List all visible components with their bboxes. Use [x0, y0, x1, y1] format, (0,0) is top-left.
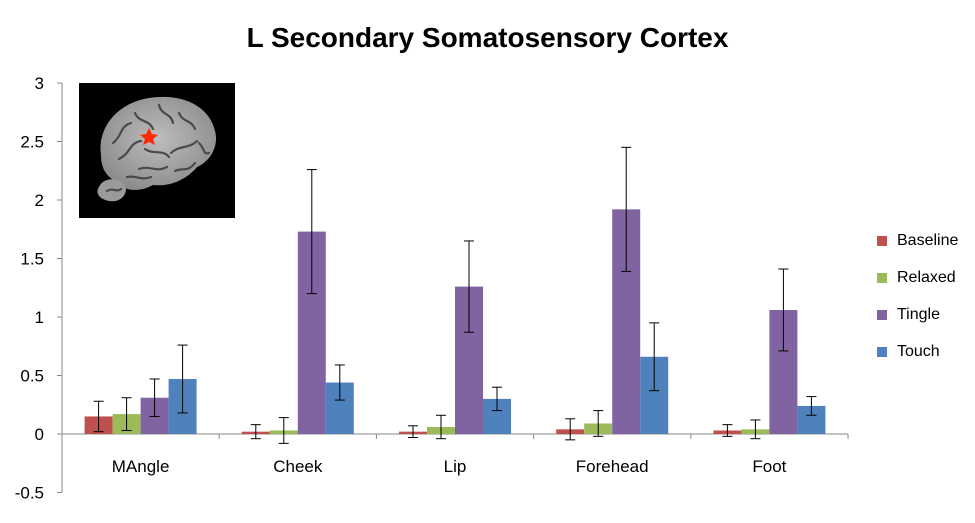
legend-swatch [877, 346, 887, 357]
error-bar-tingle-forehead [621, 146, 632, 272]
y-tick-label: 0.5 [20, 367, 44, 386]
error-bar-relaxed-foot [750, 419, 761, 440]
chart-legend: Baseline Relaxed Tingle Touch [877, 222, 958, 370]
activation-marker-icon [140, 128, 158, 145]
brain-mri-icon [97, 96, 217, 202]
error-bar-relaxed-lip [436, 414, 446, 440]
legend-swatch [877, 272, 887, 283]
y-tick-label: 1.5 [20, 250, 44, 269]
error-bar-baseline-lip [408, 425, 418, 439]
brain-inset-image [79, 83, 235, 218]
error-bar-tingle-mangle [149, 378, 160, 417]
error-bar-relaxed-forehead [593, 410, 604, 437]
error-bar-baseline-foot [722, 424, 733, 437]
error-bar-touch-lip [492, 386, 502, 412]
error-bar-baseline-cheek [250, 424, 261, 440]
x-tick-label: Forehead [576, 457, 649, 476]
error-bar-touch-cheek [334, 364, 345, 401]
y-tick-label: 3 [35, 74, 44, 93]
legend-item-relaxed: Relaxed [877, 259, 958, 296]
legend-swatch [877, 309, 887, 320]
error-bar-touch-mangle [177, 344, 188, 414]
error-bar-baseline-mangle [93, 400, 104, 433]
legend-swatch [877, 235, 887, 246]
error-bar-tingle-cheek [306, 169, 317, 295]
legend-label: Baseline [897, 231, 959, 249]
x-tick-label: Lip [444, 457, 467, 476]
legend-item-baseline: Baseline [877, 222, 958, 259]
error-bar-relaxed-cheek [278, 417, 289, 444]
legend-label: Relaxed [897, 268, 956, 286]
error-bar-touch-forehead [649, 322, 660, 392]
error-bar-tingle-lip [464, 240, 474, 333]
y-tick-label: 1 [35, 308, 44, 327]
error-bar-touch-foot [806, 396, 817, 416]
y-tick-label: 2.5 [20, 133, 44, 152]
legend-item-touch: Touch [877, 333, 958, 370]
chart-title: L Secondary Somatosensory Cortex [246, 22, 729, 53]
legend-item-tingle: Tingle [877, 296, 958, 333]
x-tick-label: Cheek [273, 457, 323, 476]
legend-label: Touch [897, 342, 940, 360]
error-bar-tingle-foot [778, 268, 789, 352]
x-tick-label: Foot [752, 457, 786, 476]
y-tick-label: 2 [35, 191, 44, 210]
y-tick-label: 0 [35, 425, 44, 444]
error-bar-baseline-forehead [565, 418, 576, 441]
legend-label: Tingle [897, 305, 940, 323]
error-bar-relaxed-mangle [121, 397, 132, 431]
x-tick-label: MAngle [112, 457, 170, 476]
y-tick-label: -0.5 [15, 484, 44, 503]
